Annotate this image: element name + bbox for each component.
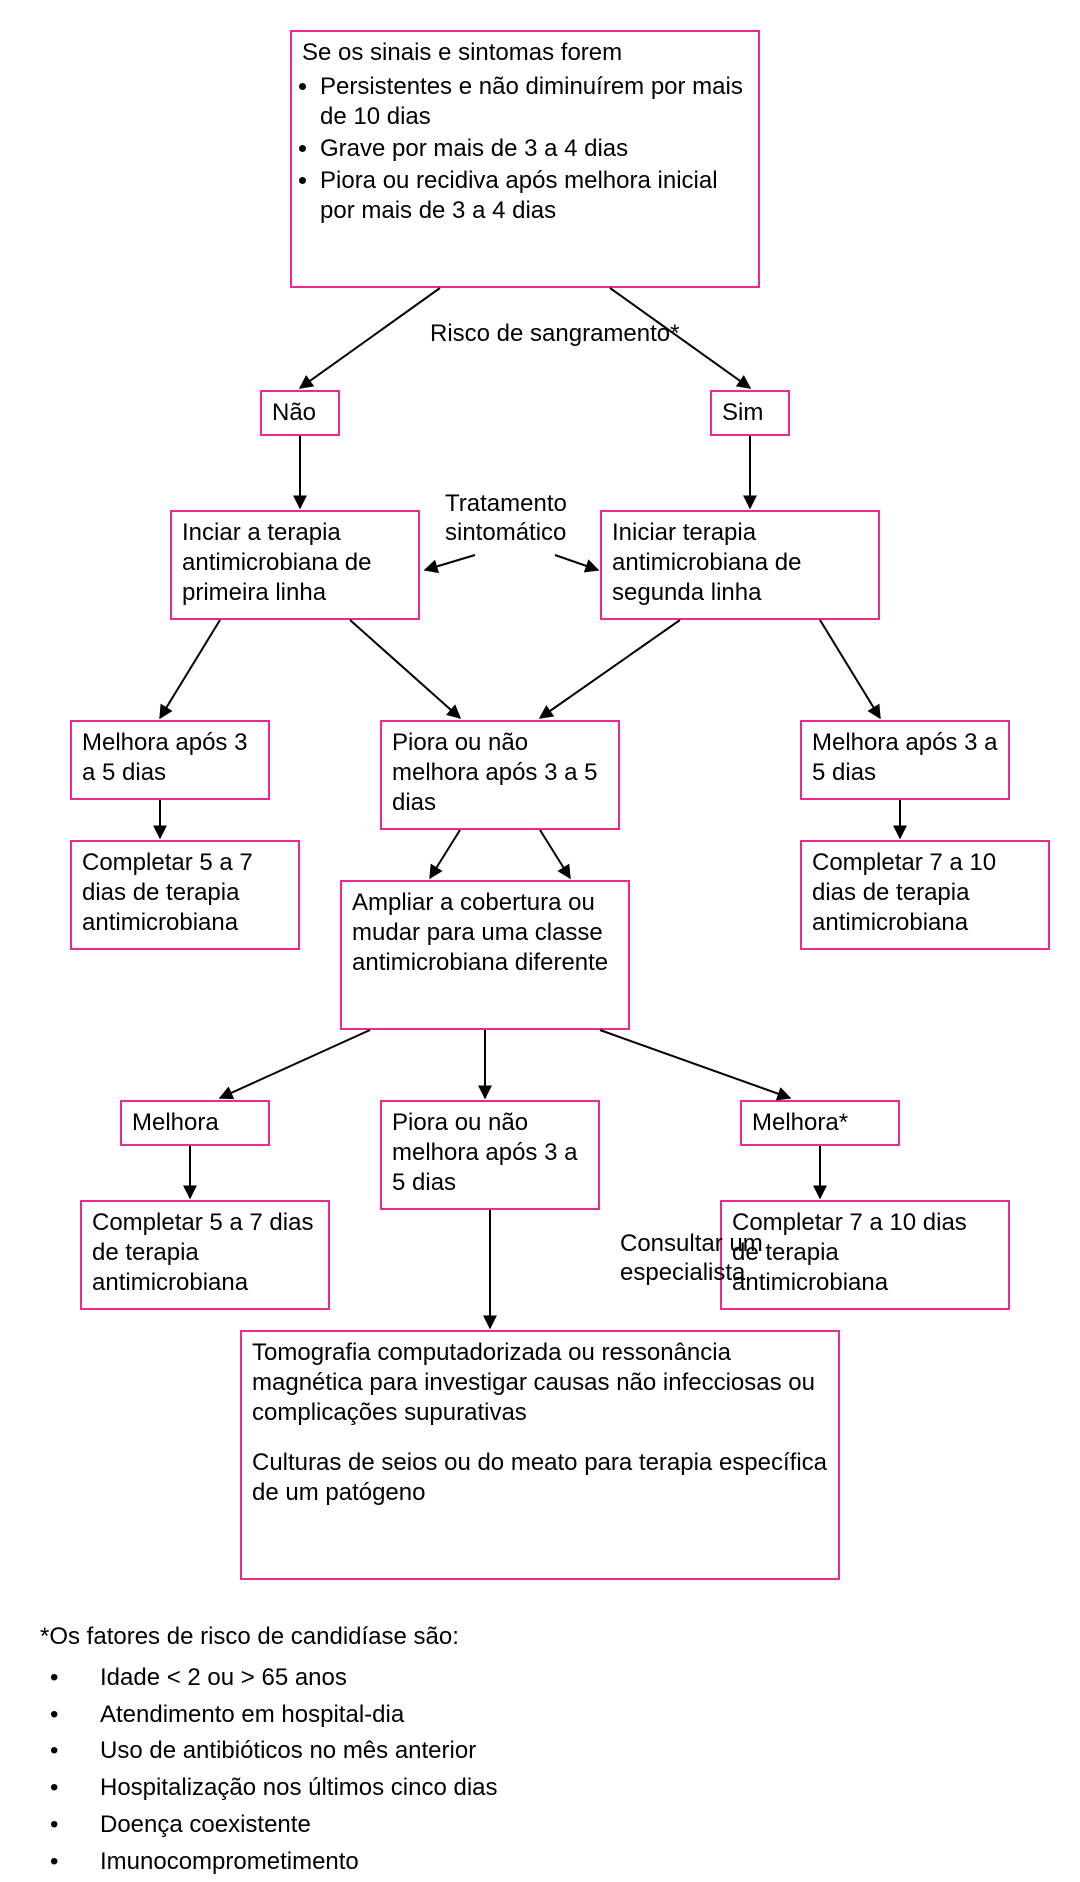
node-cplL2: Completar 5 a 7 dias de terapia antimicr… xyxy=(80,1200,330,1310)
edge-9 xyxy=(820,620,880,718)
node-impL2: Melhora xyxy=(120,1100,270,1146)
footnote-item-4: Doença coexistente xyxy=(40,1808,498,1843)
node-root-bullet-2: Piora ou recidiva após melhora inicial p… xyxy=(320,166,748,226)
node-root-bullets: Persistentes e não diminuírem por mais d… xyxy=(320,72,748,226)
footnote-item-2: Uso de antibióticos no mês anterior xyxy=(40,1734,498,1769)
node-worse2: Piora ou não melhora após 3 a 5 dias xyxy=(380,1100,600,1210)
node-impR: Melhora após 3 a 5 dias xyxy=(800,720,1010,800)
edge-14 xyxy=(220,1030,370,1098)
edge-6 xyxy=(160,620,220,718)
flowchart-canvas: Se os sinais e sintomas forem Persistente… xyxy=(0,0,1080,1846)
node-final: Tomografia computadorizada ou ressonânci… xyxy=(240,1330,840,1580)
edge-16 xyxy=(600,1030,790,1098)
node-impR2: Melhora* xyxy=(740,1100,900,1146)
footnote: *Os fatores de risco de candidíase são: I… xyxy=(40,1620,498,1882)
footnote-item-5: Imunocomprometimento xyxy=(40,1845,498,1880)
edge-7 xyxy=(350,620,460,718)
node-cplL: Completar 5 a 7 dias de terapia antimicr… xyxy=(70,840,300,950)
node-nao: Não xyxy=(260,390,340,436)
label-sympt: Tratamento sintomático xyxy=(445,490,567,548)
node-cplR2: Completar 7 a 10 dias de terapia antimic… xyxy=(720,1200,1010,1310)
label-risk: Risco de sangramento* xyxy=(430,320,679,349)
node-root-bullet-0: Persistentes e não diminuírem por mais d… xyxy=(320,72,748,132)
node-broaden: Ampliar a cobertura ou mudar para uma cl… xyxy=(340,880,630,1030)
edge-5 xyxy=(555,555,598,570)
node-cplR: Completar 7 a 10 dias de terapia antimic… xyxy=(800,840,1050,950)
node-root-bullet-1: Grave por mais de 3 a 4 dias xyxy=(320,134,748,164)
label-consult: Consultar um especialista xyxy=(620,1230,763,1288)
footnote-title: *Os fatores de risco de candidíase são: xyxy=(40,1620,498,1655)
edge-0 xyxy=(300,288,440,388)
node-worse1: Piora ou não melhora após 3 a 5 dias xyxy=(380,720,620,830)
node-final-line-1: Culturas de seios ou do meato para terap… xyxy=(252,1448,828,1508)
node-final-line-0: Tomografia computadorizada ou ressonânci… xyxy=(252,1338,828,1428)
node-second: Iniciar terapia antimicrobiana de segund… xyxy=(600,510,880,620)
footnote-item-1: Atendimento em hospital-dia xyxy=(40,1698,498,1733)
node-sim: Sim xyxy=(710,390,790,436)
footnote-list: Idade < 2 ou > 65 anosAtendimento em hos… xyxy=(40,1661,498,1880)
edge-4 xyxy=(425,555,475,570)
node-root-title: Se os sinais e sintomas forem xyxy=(302,38,748,68)
node-root: Se os sinais e sintomas forem Persistente… xyxy=(290,30,760,288)
edge-8 xyxy=(540,620,680,718)
edge-12 xyxy=(430,830,460,878)
footnote-item-0: Idade < 2 ou > 65 anos xyxy=(40,1661,498,1696)
node-first: Inciar a terapia antimicrobiana de prime… xyxy=(170,510,420,620)
node-impL: Melhora após 3 a 5 dias xyxy=(70,720,270,800)
footnote-item-3: Hospitalização nos últimos cinco dias xyxy=(40,1771,498,1806)
edge-13 xyxy=(540,830,570,878)
